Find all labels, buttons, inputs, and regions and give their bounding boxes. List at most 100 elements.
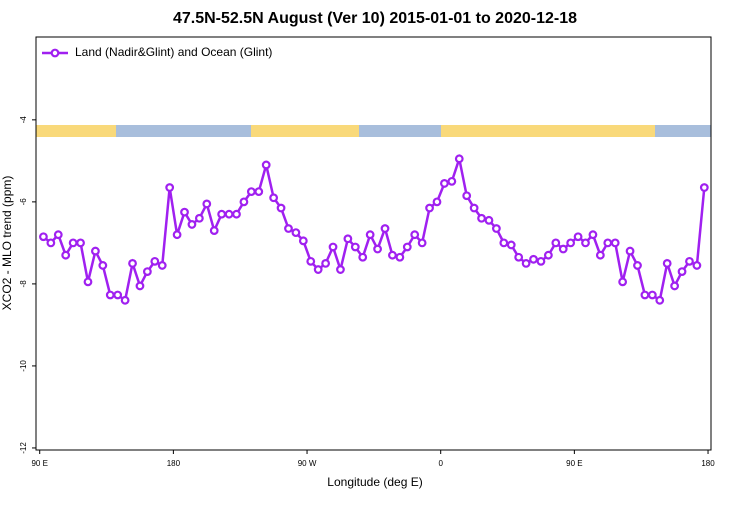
data-point bbox=[491, 224, 501, 233]
data-point bbox=[246, 187, 256, 197]
land bbox=[441, 125, 655, 137]
data-point bbox=[573, 232, 583, 242]
data-point bbox=[410, 230, 420, 240]
x-tick-label: 90 W bbox=[298, 459, 317, 468]
data-point bbox=[625, 246, 635, 256]
data-point bbox=[61, 250, 71, 260]
land bbox=[251, 125, 359, 137]
data-point bbox=[454, 154, 464, 164]
data-point bbox=[506, 240, 516, 250]
data-point bbox=[685, 256, 694, 266]
data-point bbox=[232, 209, 241, 219]
data-point bbox=[284, 224, 293, 233]
data-point bbox=[194, 213, 204, 223]
plot-frame bbox=[35, 36, 712, 451]
land-ocean-strip bbox=[36, 125, 711, 137]
y-tick-label: -10 bbox=[19, 360, 28, 372]
x-axis-label: Longitude (deg E) bbox=[327, 475, 422, 489]
data-point bbox=[328, 242, 338, 252]
data-point bbox=[677, 267, 687, 276]
x-tick-label: 90 E bbox=[566, 459, 582, 468]
data-point bbox=[157, 261, 167, 270]
legend-marker bbox=[50, 48, 60, 58]
y-tick-label: -12 bbox=[19, 442, 28, 454]
data-point bbox=[484, 215, 494, 225]
data-point bbox=[440, 179, 449, 188]
data-point bbox=[469, 203, 479, 213]
data-point bbox=[365, 230, 375, 240]
data-point bbox=[224, 209, 234, 219]
data-point bbox=[581, 238, 590, 248]
data-point bbox=[91, 246, 100, 256]
data-point bbox=[521, 258, 531, 268]
data-point bbox=[313, 265, 323, 274]
data-point bbox=[388, 250, 397, 260]
data-point bbox=[321, 258, 331, 268]
x-tick-label: 90 E bbox=[31, 459, 47, 468]
data-point bbox=[39, 232, 48, 242]
data-point bbox=[402, 242, 412, 252]
data-point bbox=[655, 295, 665, 305]
ocean bbox=[655, 125, 711, 137]
data-point bbox=[291, 228, 301, 238]
data-point bbox=[610, 238, 620, 248]
data-point bbox=[76, 238, 85, 248]
y-axis-label: XCO2 - MLO trend (ppm) bbox=[0, 176, 14, 311]
land bbox=[36, 125, 116, 137]
data-point bbox=[172, 230, 182, 240]
data-point bbox=[239, 197, 249, 207]
data-point bbox=[113, 290, 123, 300]
data-point bbox=[633, 261, 642, 270]
data-point bbox=[647, 290, 657, 300]
data-point bbox=[603, 238, 613, 248]
data-point bbox=[135, 281, 145, 291]
legend-label: Land (Nadir&Glint) and Ocean (Glint) bbox=[75, 45, 272, 59]
data-point bbox=[566, 238, 576, 248]
data-point bbox=[358, 252, 368, 262]
data-point bbox=[336, 265, 345, 274]
ocean bbox=[359, 125, 441, 137]
data-point bbox=[447, 176, 457, 186]
data-point bbox=[83, 277, 93, 287]
data-point bbox=[477, 213, 486, 223]
x-tick-label: 180 bbox=[701, 459, 715, 468]
data-point bbox=[640, 290, 650, 300]
data-point bbox=[261, 160, 271, 170]
data-point bbox=[180, 207, 189, 217]
data-point bbox=[462, 191, 472, 201]
data-point bbox=[514, 252, 524, 262]
data-point bbox=[350, 242, 360, 252]
data-point bbox=[105, 290, 115, 300]
data-point bbox=[417, 238, 427, 248]
data-point bbox=[343, 234, 353, 244]
data-point bbox=[529, 254, 538, 264]
data-point bbox=[499, 238, 509, 248]
data-point bbox=[187, 220, 197, 229]
data-point bbox=[142, 267, 152, 276]
data-point bbox=[68, 238, 78, 248]
data-point bbox=[588, 230, 598, 240]
data-point bbox=[373, 244, 382, 254]
data-point bbox=[128, 258, 137, 268]
data-point bbox=[692, 261, 702, 270]
data-point bbox=[276, 203, 286, 213]
data-point bbox=[209, 226, 219, 235]
data-point bbox=[53, 230, 63, 240]
data-point bbox=[662, 258, 672, 268]
data-point bbox=[380, 224, 390, 233]
y-tick-label: -4 bbox=[19, 116, 28, 124]
data-point bbox=[543, 250, 553, 260]
x-tick-label: 0 bbox=[438, 459, 443, 468]
x-tick-label: 180 bbox=[167, 459, 181, 468]
data-point bbox=[558, 244, 568, 254]
data-point bbox=[150, 256, 160, 266]
data-point bbox=[120, 295, 130, 305]
chart-title: 47.5N-52.5N August (Ver 10) 2015-01-01 t… bbox=[173, 10, 577, 27]
data-point bbox=[46, 238, 56, 248]
ocean bbox=[116, 125, 251, 137]
data-point bbox=[699, 183, 709, 192]
data-point bbox=[425, 203, 434, 213]
data-point bbox=[269, 193, 279, 203]
data-point bbox=[202, 199, 212, 209]
